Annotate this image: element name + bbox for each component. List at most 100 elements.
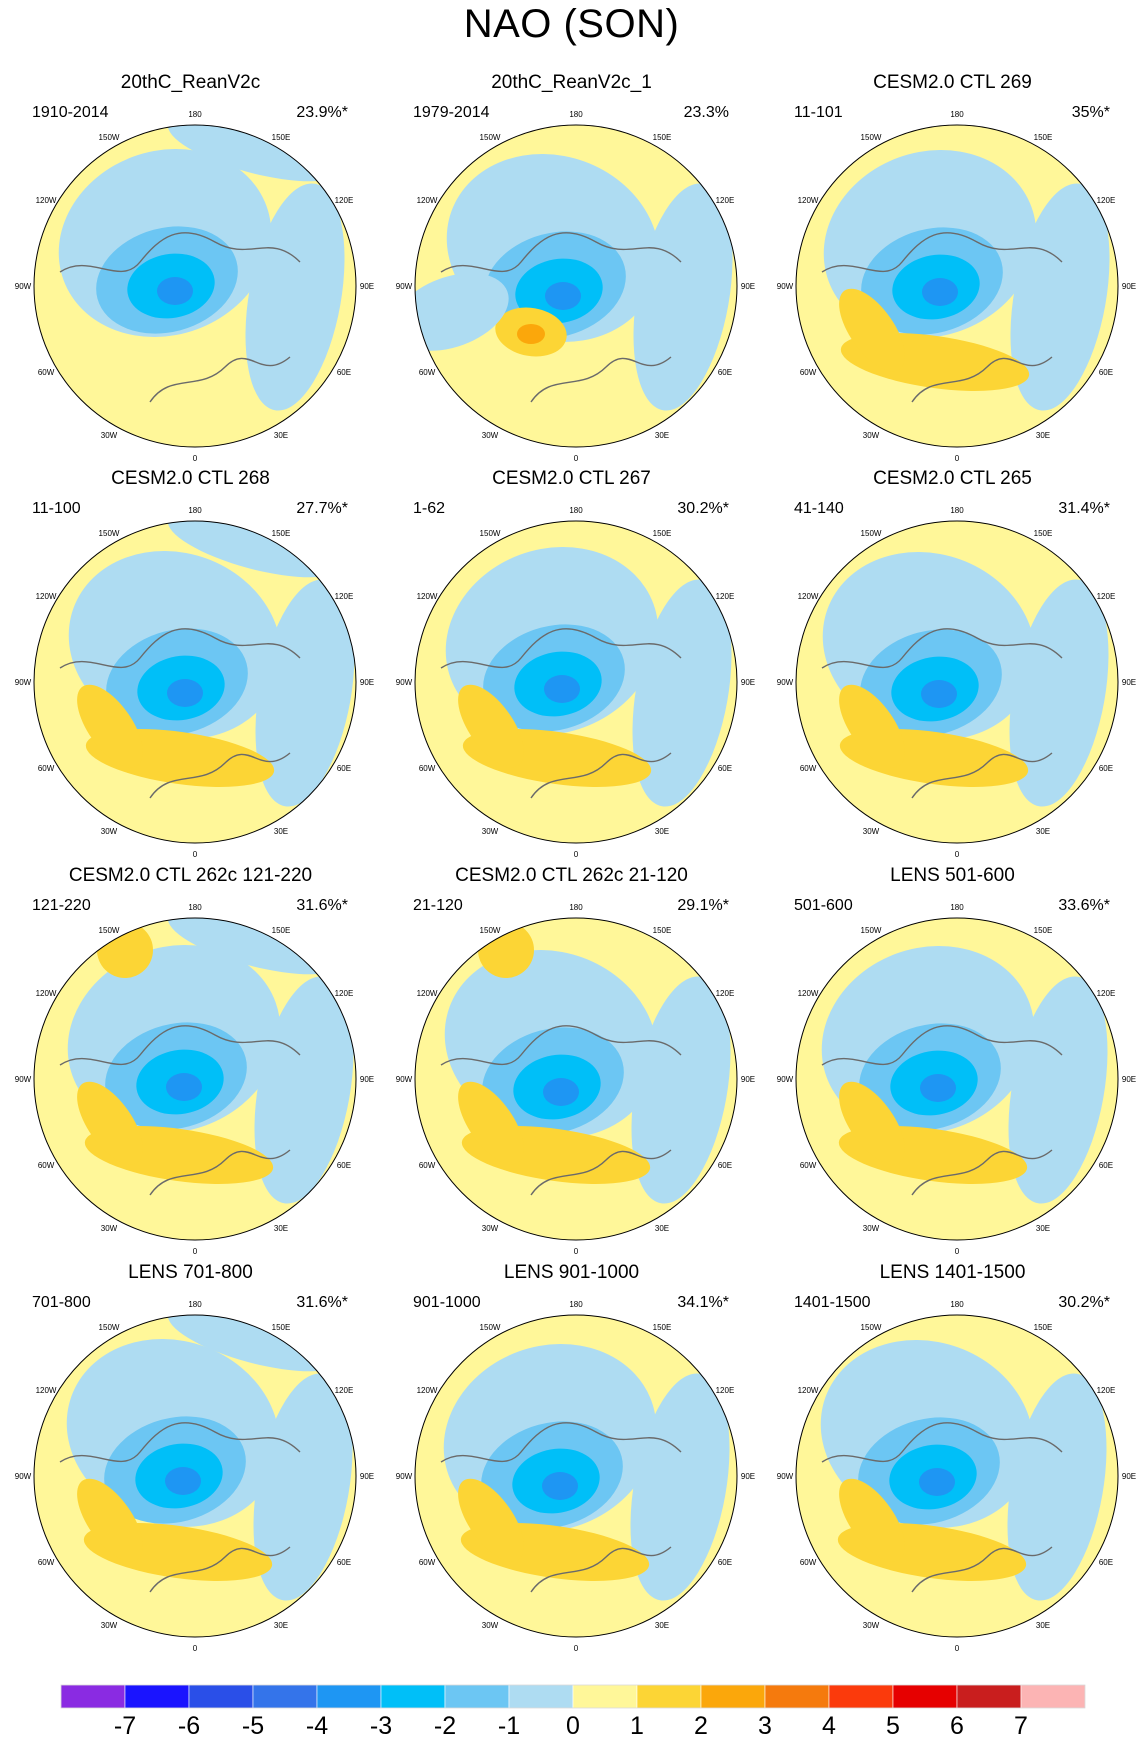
longitude-label: 150W: [861, 926, 882, 935]
longitude-label: 150W: [480, 133, 501, 142]
longitude-label: 60E: [718, 764, 732, 773]
negative-anomaly-region: [245, 183, 345, 411]
polar-map: 180 150E 120E 90E 60E 30E 0 30W 60W 90W 120W 150W: [15, 506, 374, 859]
positive-anomaly-band: [458, 684, 524, 768]
panel-title: LENS 1401-1500: [879, 1262, 1026, 1283]
map-panel: 180 150E 120E 90E 60E 30E 0 30W 60W 90W 120W 150W 20…: [0, 72, 381, 470]
longitude-label: 120W: [417, 196, 438, 205]
panel-year-range: 21-120: [413, 897, 463, 914]
longitude-label: 90W: [777, 1472, 794, 1481]
map-boundary: [795, 520, 1119, 844]
longitude-label: 120W: [36, 989, 57, 998]
longitude-label: 150W: [861, 529, 882, 538]
map-boundary: [33, 520, 357, 844]
longitude-label: 120W: [417, 592, 438, 601]
panel-explained-variance: 23.3%: [683, 104, 729, 121]
longitude-label: 60E: [1099, 1161, 1113, 1170]
panel-title: LENS 901-1000: [503, 1262, 640, 1283]
panel-title: CESM2.0 CTL 262c 121-220: [68, 865, 313, 886]
panel-year-range: 501-600: [794, 897, 853, 914]
longitude-label: 90W: [15, 678, 32, 687]
negative-anomaly-core: [919, 1468, 955, 1496]
longitude-label: 60W: [800, 764, 817, 773]
map-panel: 180 150E 120E 90E 60E 30E 0 30W 60W 90W 120W 150W CE…: [762, 72, 1143, 470]
map-boundary: [33, 1314, 357, 1638]
panel-grid: 180 150E 120E 90E 60E 30E 0 30W 60W 90W 120W 150W 20…: [0, 72, 1143, 1660]
map-boundary: [795, 124, 1119, 448]
longitude-label: 30W: [101, 827, 118, 836]
positive-anomaly-band: [77, 684, 143, 768]
map-panel: 180 150E 120E 90E 60E 30E 0 30W 60W 90W 120W 150W LE…: [762, 865, 1143, 1263]
panel-year-range: 11-101: [794, 104, 843, 121]
map-panel: 180 150E 120E 90E 60E 30E 0 30W 60W 90W 120W 150W LE…: [381, 1262, 762, 1660]
longitude-label: 60E: [718, 1558, 732, 1567]
longitude-label: 0: [193, 454, 198, 463]
colorbar-swatch: [956, 1684, 1022, 1709]
coastline: [911, 1546, 1053, 1593]
negative-anomaly-region: [255, 579, 355, 807]
longitude-label: 60E: [1099, 764, 1113, 773]
longitude-label: 90W: [15, 1075, 32, 1084]
longitude-label: 30E: [1036, 1224, 1050, 1233]
panel-explained-variance: 29.1%*: [677, 897, 729, 914]
longitude-label: 90E: [1122, 678, 1136, 687]
longitude-label: 60E: [337, 1558, 351, 1567]
negative-anomaly-core: [157, 277, 193, 305]
longitude-label: 120E: [1097, 1386, 1116, 1395]
longitude-label: 150E: [653, 133, 672, 142]
polar-map: 180 150E 120E 90E 60E 30E 0 30W 60W 90W 120W 150W: [396, 110, 755, 463]
polar-map: 180 150E 120E 90E 60E 30E 0 30W 60W 90W 120W 150W: [15, 1300, 374, 1653]
negative-anomaly-region: [415, 273, 509, 351]
panel-year-range: 901-1000: [413, 1294, 481, 1311]
longitude-label: 30W: [101, 1621, 118, 1630]
colorbar-swatch: [60, 1684, 126, 1709]
panel-title: CESM2.0 CTL 262c 21-120: [455, 865, 688, 886]
longitude-label: 90E: [741, 678, 755, 687]
coastline: [911, 1149, 1053, 1196]
map-boundary: [414, 124, 738, 448]
colorbar: -7 -6 -5 -4 -3 -2 -1 0 1 2 3 4 5 6 7: [60, 1684, 1086, 1738]
longitude-label: 150W: [861, 133, 882, 142]
longitude-label: 0: [193, 1247, 198, 1256]
longitude-label: 180: [569, 110, 583, 119]
longitude-label: 120E: [335, 989, 354, 998]
longitude-label: 0: [193, 850, 198, 859]
panel-explained-variance: 33.6%*: [1058, 897, 1110, 914]
longitude-label: 90E: [741, 1472, 755, 1481]
longitude-label: 30W: [101, 1224, 118, 1233]
longitude-label: 30E: [655, 827, 669, 836]
longitude-label: 90W: [396, 678, 413, 687]
map-boundary: [33, 917, 357, 1241]
panel-year-range: 1910-2014: [32, 104, 109, 121]
negative-anomaly-core: [167, 679, 203, 707]
longitude-label: 60W: [38, 1558, 55, 1567]
longitude-label: 150W: [99, 926, 120, 935]
polar-map: 180 150E 120E 90E 60E 30E 0 30W 60W 90W 120W 150W: [15, 903, 374, 1256]
longitude-label: 0: [955, 850, 960, 859]
map-boundary: [414, 917, 738, 1241]
negative-anomaly-region: [1008, 976, 1108, 1204]
longitude-label: 90W: [396, 1472, 413, 1481]
polar-map: 180 150E 120E 90E 60E 30E 0 30W 60W 90W 120W 150W: [15, 110, 374, 463]
longitude-label: 150E: [272, 133, 291, 142]
longitude-label: 60E: [718, 1161, 732, 1170]
panel-title: LENS 701-800: [128, 1262, 253, 1283]
negative-anomaly-region: [632, 579, 732, 807]
longitude-label: 120W: [417, 1386, 438, 1395]
coastline: [149, 356, 291, 403]
longitude-label: 120E: [1097, 989, 1116, 998]
negative-anomaly-core: [920, 1074, 956, 1102]
colorbar-swatch: [636, 1684, 702, 1709]
longitude-label: 90E: [360, 282, 374, 291]
longitude-label: 90W: [15, 282, 32, 291]
longitude-label: 150W: [480, 1323, 501, 1332]
longitude-label: 180: [188, 903, 202, 912]
longitude-label: 30W: [482, 1224, 499, 1233]
longitude-label: 150E: [272, 529, 291, 538]
longitude-label: 120E: [716, 989, 735, 998]
longitude-label: 90W: [777, 1075, 794, 1084]
colorbar-label: -2: [434, 1712, 456, 1738]
longitude-label: 30E: [274, 1621, 288, 1630]
figure-title: NAO (SON): [463, 2, 680, 46]
colorbar-label: 3: [758, 1712, 772, 1738]
